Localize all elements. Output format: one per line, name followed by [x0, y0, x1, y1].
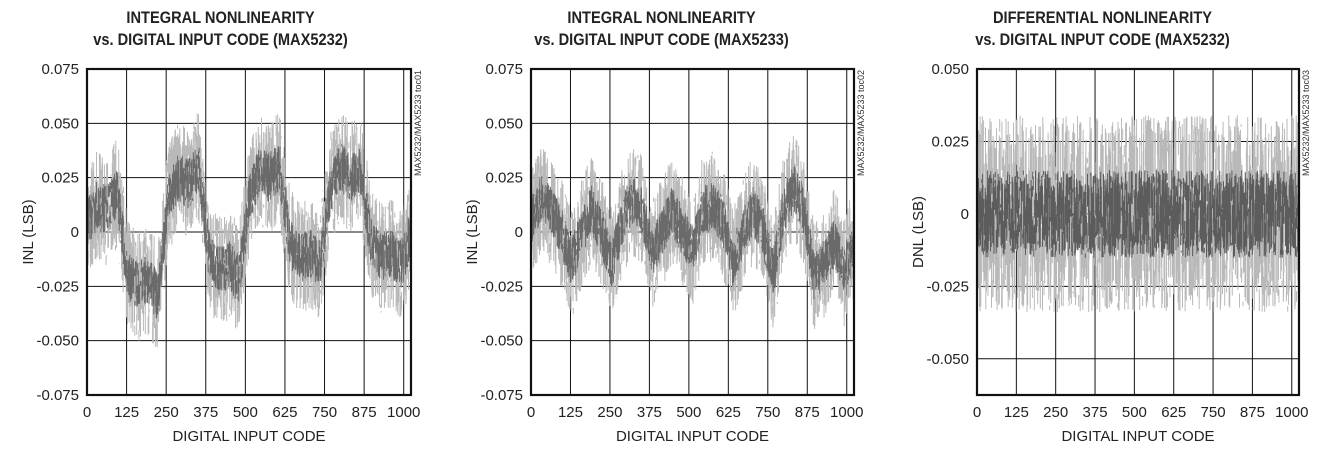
figure-code: MAX5232/MAX5233 toc03: [1301, 70, 1311, 176]
y-tick-label: 0.050: [485, 115, 523, 132]
x-tick-label: 375: [1083, 404, 1108, 421]
plot-frame: [529, 67, 856, 397]
y-tick-label: 0: [515, 224, 523, 241]
plot-frame: [85, 67, 413, 397]
x-tick-label: 875: [795, 404, 820, 421]
x-tick-label: 875: [352, 404, 377, 421]
x-tick-label: 1000: [1275, 404, 1308, 421]
chart-title-line2: vs. DIGITAL INPUT CODE (MAX5232): [93, 30, 348, 49]
chart-title-line2: vs. DIGITAL INPUT CODE (MAX5232): [975, 30, 1230, 49]
x-tick-label: 250: [597, 404, 622, 421]
chart-title-line1: INTEGRAL NONLINEARITY: [126, 8, 315, 27]
chart-panel-1: INTEGRAL NONLINEARITY vs. DIGITAL INPUT …: [0, 0, 441, 453]
chart-plot-3: 0.050 0.025 0 -0.025 -0.050 0 125 250 375 500 625 7…: [910, 61, 1311, 445]
y-tick-label: -0.075: [480, 387, 523, 404]
x-tick-label: 125: [1004, 404, 1029, 421]
series-line: [977, 170, 1299, 258]
y-tick-label: -0.025: [926, 278, 969, 295]
x-tick-label: 750: [1201, 404, 1226, 421]
series-line-light: [87, 113, 411, 348]
y-tick-label: 0: [961, 206, 969, 223]
x-tick-label: 1000: [830, 404, 863, 421]
x-tick-label: 500: [1122, 404, 1147, 421]
x-tick-label: 1000: [387, 404, 420, 421]
y-tick-label: -0.025: [36, 278, 79, 295]
x-axis-label: DIGITAL INPUT CODE: [616, 428, 769, 445]
y-tick-label: 0.025: [41, 170, 79, 187]
y-tick-label: -0.050: [480, 333, 523, 350]
y-tick-label: 0.075: [485, 61, 523, 78]
y-tick-label: 0.050: [931, 61, 969, 78]
series-group: [531, 136, 854, 329]
chart-title-line2: vs. DIGITAL INPUT CODE (MAX5233): [534, 30, 789, 49]
y-tick-label: 0: [71, 224, 79, 241]
y-axis-label: INL (LSB): [20, 199, 37, 264]
y-tick-label: 0.075: [41, 61, 79, 78]
x-axis-label: DIGITAL INPUT CODE: [172, 428, 325, 445]
x-tick-label: 500: [233, 404, 258, 421]
y-axis-label: DNL (LSB): [910, 196, 927, 268]
x-tick-label: 250: [1043, 404, 1068, 421]
x-tick-label: 375: [193, 404, 218, 421]
x-tick-label: 500: [676, 404, 701, 421]
x-tick-label: 250: [154, 404, 179, 421]
x-tick-label: 125: [114, 404, 139, 421]
x-tick-label: 375: [637, 404, 662, 421]
x-tick-label: 0: [527, 404, 535, 421]
x-tick-label: 125: [558, 404, 583, 421]
figure-code: MAX5232/MAX5233 toc01: [413, 70, 423, 176]
y-tick-label: 0.050: [41, 115, 79, 132]
series-line: [531, 166, 854, 300]
x-tick-label: 750: [312, 404, 337, 421]
y-axis-label: INL (LSB): [464, 199, 481, 264]
series-group: [87, 113, 411, 348]
y-tick-label: 0.025: [931, 133, 969, 150]
y-tick-label: -0.075: [36, 387, 79, 404]
y-tick-label: -0.050: [926, 351, 969, 368]
x-tick-label: 625: [1161, 404, 1186, 421]
x-axis-label: DIGITAL INPUT CODE: [1061, 428, 1214, 445]
chart-title-line1: INTEGRAL NONLINEARITY: [567, 8, 756, 27]
series-group: [977, 115, 1299, 313]
series-line: [87, 144, 411, 319]
y-tick-label: -0.050: [36, 333, 79, 350]
chart-title-line1: DIFFERENTIAL NONLINEARITY: [992, 8, 1213, 27]
y-tick-label: -0.025: [480, 278, 523, 295]
chart-panel-2: INTEGRAL NONLINEARITY vs. DIGITAL INPUT …: [441, 0, 882, 453]
x-tick-label: 875: [1240, 404, 1265, 421]
chart-panel-3: DIFFERENTIAL NONLINEARITY vs. DIGITAL IN…: [882, 0, 1323, 453]
x-tick-label: 625: [716, 404, 741, 421]
x-tick-label: 0: [973, 404, 981, 421]
x-tick-label: 750: [755, 404, 780, 421]
y-tick-label: 0.025: [485, 170, 523, 187]
x-tick-label: 625: [272, 404, 297, 421]
x-tick-label: 0: [83, 404, 91, 421]
figure-code: MAX5232/MAX5233 toc02: [856, 70, 866, 176]
plot-frame: [975, 67, 1301, 397]
